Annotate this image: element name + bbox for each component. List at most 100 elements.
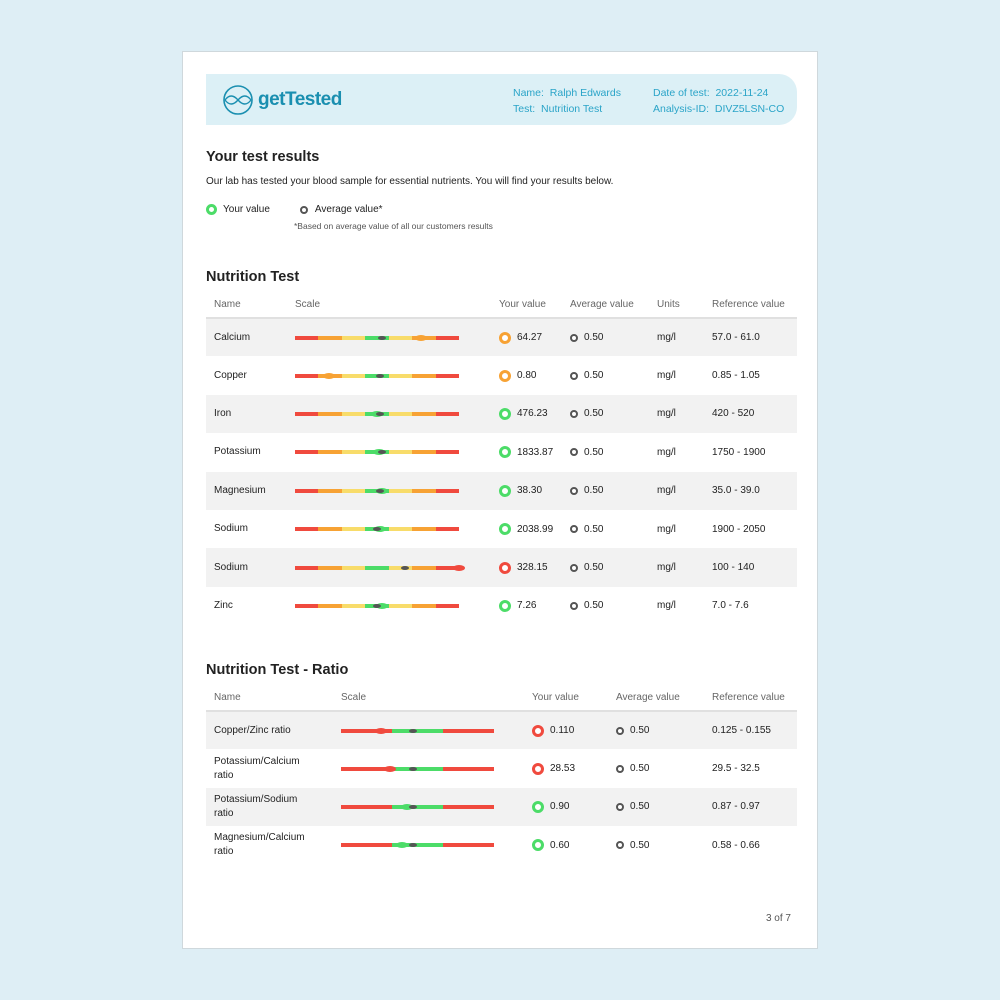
scale-segment-yellow: [388, 488, 413, 493]
average-marker-icon: [376, 488, 385, 493]
analysis-label: Analysis-ID:: [653, 103, 710, 115]
nutrient-name: Potassium/Calcium ratio: [214, 755, 300, 781]
units: mg/l: [649, 548, 704, 587]
status-marker-icon: [499, 599, 511, 612]
scale-segment-orange: [412, 488, 436, 493]
scale-segment-red: [443, 728, 494, 733]
your-value-marker-icon: [383, 765, 396, 772]
average-value-cell: 0.50: [562, 394, 649, 434]
scale-segment-yellow: [388, 450, 413, 455]
scale-bar: [341, 842, 494, 849]
ratio-title: Nutrition Test - Ratio: [206, 662, 349, 678]
scale-cell: [287, 587, 491, 625]
scale-segment-red: [295, 450, 319, 455]
scale-segment-yellow: [341, 335, 366, 340]
scale-cell: [287, 510, 491, 548]
scale-segment-orange: [318, 450, 342, 455]
scale-segment-yellow: [341, 488, 366, 493]
scale-segment-red: [295, 603, 319, 608]
reference-value: 7.0 - 7.6: [712, 600, 749, 612]
your-value-cell: 0.80: [491, 356, 562, 394]
table-row: Zinc 7.26 0.50 mg/l 7.0 - 7.6: [206, 587, 797, 625]
average-marker-icon: [570, 448, 578, 457]
test-name: Nutrition Test: [541, 103, 603, 115]
status-marker-icon: [499, 561, 511, 574]
scale-segment-orange: [412, 411, 436, 416]
nutrient-name: Zinc: [214, 599, 233, 611]
col-your-value: Your value: [491, 292, 562, 319]
your-value: 28.53: [550, 763, 576, 775]
your-value: 64.27: [517, 332, 543, 344]
scale-segment-red: [341, 843, 392, 848]
average-marker-icon: [570, 525, 578, 534]
average-value-cell: 0.50: [608, 787, 704, 827]
your-value-cell: 0.60: [524, 826, 608, 864]
table-row: Potassium/Calcium ratio 28.53 0.50 29.5 …: [206, 749, 797, 787]
average-value-cell: 0.50: [562, 587, 649, 625]
scale-segment-yellow: [388, 527, 413, 532]
your-value: 0.90: [550, 801, 570, 813]
legend: Your value Average value*: [206, 204, 383, 215]
average-marker-icon: [570, 333, 578, 342]
dna-logo-icon: [223, 85, 253, 115]
your-value: 0.80: [517, 370, 537, 382]
scale-segment-orange: [412, 603, 436, 608]
scale-segment-red: [435, 450, 459, 455]
your-value: 476.23: [517, 408, 548, 420]
status-marker-icon: [532, 839, 544, 852]
nutrient-name: Copper/Zinc ratio: [206, 711, 333, 750]
nutrient-name: Magnesium: [206, 471, 287, 510]
scale-segment-red: [435, 488, 459, 493]
your-value-marker-icon: [374, 727, 387, 734]
average-value-cell: 0.50: [562, 318, 649, 357]
average-marker-icon: [373, 527, 381, 532]
scale-segment-green: [392, 843, 443, 848]
nutrient-name: Magnesium/Calcium ratio: [214, 832, 305, 858]
scale-segment-red: [443, 843, 494, 848]
average-value: 0.50: [584, 370, 604, 382]
your-value-cell: 1833.87: [491, 433, 562, 471]
scale-segment-yellow: [388, 603, 413, 608]
name-label: Name:: [513, 87, 544, 99]
col-scale: Scale: [333, 685, 524, 712]
your-value-cell: 0.90: [524, 787, 608, 827]
scale-segment-orange: [412, 565, 436, 570]
average-value: 0.50: [584, 408, 604, 420]
scale-segment-yellow: [388, 565, 413, 570]
average-marker-icon: [616, 726, 624, 735]
scale-segment-yellow: [341, 565, 366, 570]
scale-segment-green: [365, 565, 389, 570]
results-title: Your test results: [206, 149, 320, 165]
scale-segment-orange: [318, 527, 342, 532]
legend-your-value: Your value: [223, 204, 270, 215]
nutrient-name: Sodium: [206, 548, 287, 587]
scale-segment-red: [341, 766, 392, 771]
table-row: Calcium 64.27 0.50 mg/l 57.0 - 61.0: [206, 318, 797, 357]
your-value-cell: 28.53: [524, 749, 608, 787]
scale-segment-red: [435, 335, 459, 340]
your-value: 1833.87: [517, 446, 554, 458]
your-value-cell: 38.30: [491, 471, 562, 510]
test-label: Test:: [513, 103, 536, 115]
table-row: Sodium 328.15 0.50 mg/l 100 - 140: [206, 548, 797, 587]
average-value-cell: 0.50: [562, 471, 649, 510]
nutrient-name: Calcium: [206, 318, 287, 357]
your-value: 328.15: [517, 562, 548, 574]
your-value-cell: 0.110: [524, 711, 608, 750]
scale-bar: [295, 487, 459, 494]
scale-segment-red: [443, 766, 494, 771]
table-row: Sodium 2038.99 0.50 mg/l 1900 - 2050: [206, 510, 797, 548]
scale-bar: [295, 449, 459, 456]
average-marker-icon: [408, 766, 417, 771]
scale-segment-red: [341, 728, 392, 733]
report-page: getTested Name: Ralph Edwards Test: Nutr…: [182, 51, 818, 949]
scale-segment-red: [435, 603, 459, 608]
scale-segment-orange: [318, 335, 342, 340]
average-value-marker-icon: [299, 205, 308, 214]
analysis-id: DIVZ5LSN-CO: [714, 103, 785, 115]
table-row: Magnesium 38.30 0.50 mg/l 35.0 - 39.0: [206, 471, 797, 510]
scale-segment-orange: [412, 450, 436, 455]
nutrient-name: Potassium: [214, 446, 261, 458]
logo: getTested: [222, 84, 342, 116]
average-marker-icon: [400, 565, 409, 570]
